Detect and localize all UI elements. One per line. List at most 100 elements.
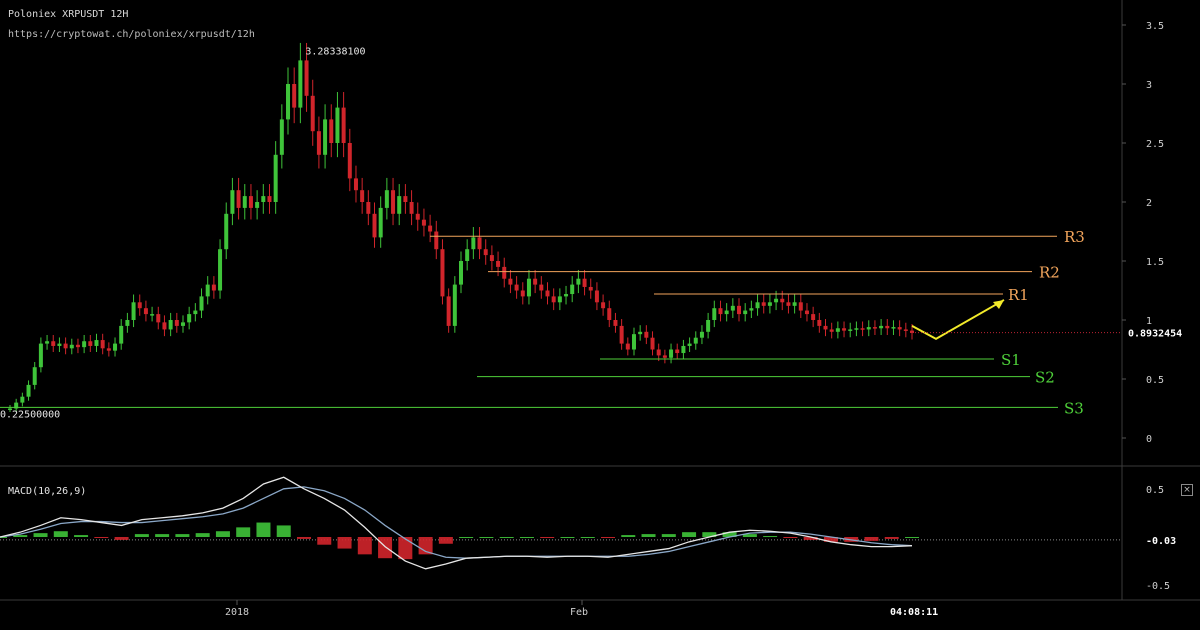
candle-body: [20, 396, 25, 403]
macd-histogram-bar: [803, 537, 818, 540]
candle-body: [236, 190, 241, 208]
macd-label: MACD(10,26,9): [8, 486, 86, 497]
macd-histogram-bar: [195, 533, 210, 537]
candle-body: [360, 190, 365, 202]
candle-body: [761, 302, 766, 306]
candle-body: [681, 345, 686, 354]
candle-body: [347, 143, 352, 179]
candle-body: [866, 327, 871, 330]
macd-histogram-bar: [13, 535, 28, 537]
candle-body: [137, 302, 142, 309]
candle-body: [835, 328, 840, 332]
candle-body: [384, 190, 389, 208]
candle-body: [106, 348, 111, 351]
candle-body: [496, 261, 501, 267]
candle-body: [82, 341, 87, 348]
chart-url[interactable]: https://cryptowat.ch/poloniex/xrpusdt/12…: [8, 29, 255, 40]
candle-body: [730, 305, 735, 311]
candle-body: [316, 131, 321, 155]
candle-body: [45, 341, 50, 344]
candle-body: [187, 314, 192, 323]
candle-body: [545, 290, 550, 297]
candle-body: [829, 329, 834, 332]
candle-body: [341, 107, 346, 143]
candle-body: [143, 308, 148, 315]
candle-body: [279, 119, 284, 155]
candle-body: [897, 327, 902, 330]
macd-histogram-bar: [661, 534, 676, 537]
candle-body: [644, 331, 649, 338]
candle-body: [446, 296, 451, 326]
candle-body: [539, 284, 544, 291]
candle-body: [823, 325, 828, 330]
macd-histogram-bar: [74, 535, 89, 537]
candle-body: [811, 314, 816, 320]
candle-body: [638, 331, 643, 335]
candle-body: [329, 119, 334, 143]
candle-body: [885, 325, 890, 329]
level-label-r3: R3: [1064, 228, 1085, 246]
candle-body: [372, 213, 377, 238]
macd-histogram-bar: [864, 537, 879, 541]
candle-body: [526, 278, 531, 297]
candle-body: [508, 278, 513, 285]
y-tick-label: 0: [1146, 434, 1152, 445]
macd-histogram-bar: [702, 532, 717, 537]
candle-body: [625, 343, 630, 350]
candle-body: [428, 225, 433, 232]
candle-body: [675, 349, 680, 354]
macd-histogram-bar: [438, 537, 453, 544]
candle-body: [860, 328, 865, 330]
candle-body: [817, 320, 822, 326]
macd-histogram-bar: [722, 532, 737, 537]
macd-line: [0, 476, 913, 570]
macd-histogram-bar: [317, 537, 332, 545]
candle-body: [743, 310, 748, 315]
candle-body: [879, 325, 884, 329]
candle-body: [502, 266, 507, 279]
macd-histogram-bar: [337, 537, 352, 549]
candle-body: [613, 320, 618, 326]
candle-body: [310, 95, 315, 132]
low-price-label: 0.22500000: [0, 409, 60, 420]
candle-body: [712, 308, 717, 320]
candle-body: [551, 296, 556, 303]
candle-body: [804, 310, 809, 315]
macd-histogram-bar: [742, 534, 757, 537]
candle-body: [119, 325, 124, 344]
macd-histogram-bar: [357, 537, 372, 555]
candle-body: [891, 327, 896, 329]
macd-histogram-bar: [499, 537, 514, 538]
candle-body: [489, 255, 494, 261]
close-macd-icon[interactable]: ×: [1181, 484, 1193, 496]
candle-body: [397, 196, 402, 214]
candle-body: [391, 190, 396, 214]
candle-body: [910, 330, 914, 333]
candle-body: [607, 308, 612, 320]
macd-histogram-bar: [94, 537, 109, 538]
macd-histogram-bar: [236, 527, 251, 537]
candle-body: [26, 384, 31, 397]
macd-histogram-bar: [621, 535, 636, 537]
candle-body: [69, 344, 74, 349]
candle-body: [353, 178, 358, 191]
candle-body: [255, 202, 260, 208]
macd-histogram-bar: [134, 534, 149, 537]
candle-body: [286, 84, 291, 120]
arrow-head: [993, 299, 1004, 309]
candle-body: [298, 60, 303, 108]
candle-body: [718, 308, 723, 315]
candle-body: [304, 60, 309, 96]
macd-histogram-bar: [783, 537, 798, 538]
candle-body: [366, 202, 371, 214]
candle-body: [903, 329, 908, 331]
candle-body: [650, 337, 655, 350]
macd-histogram-bar: [519, 537, 534, 538]
candle-body: [533, 278, 538, 285]
candle-body: [514, 284, 519, 291]
candle-body: [51, 341, 56, 346]
candle-body: [792, 302, 797, 306]
macd-histogram-bar: [540, 537, 555, 538]
candle-body: [156, 314, 161, 323]
